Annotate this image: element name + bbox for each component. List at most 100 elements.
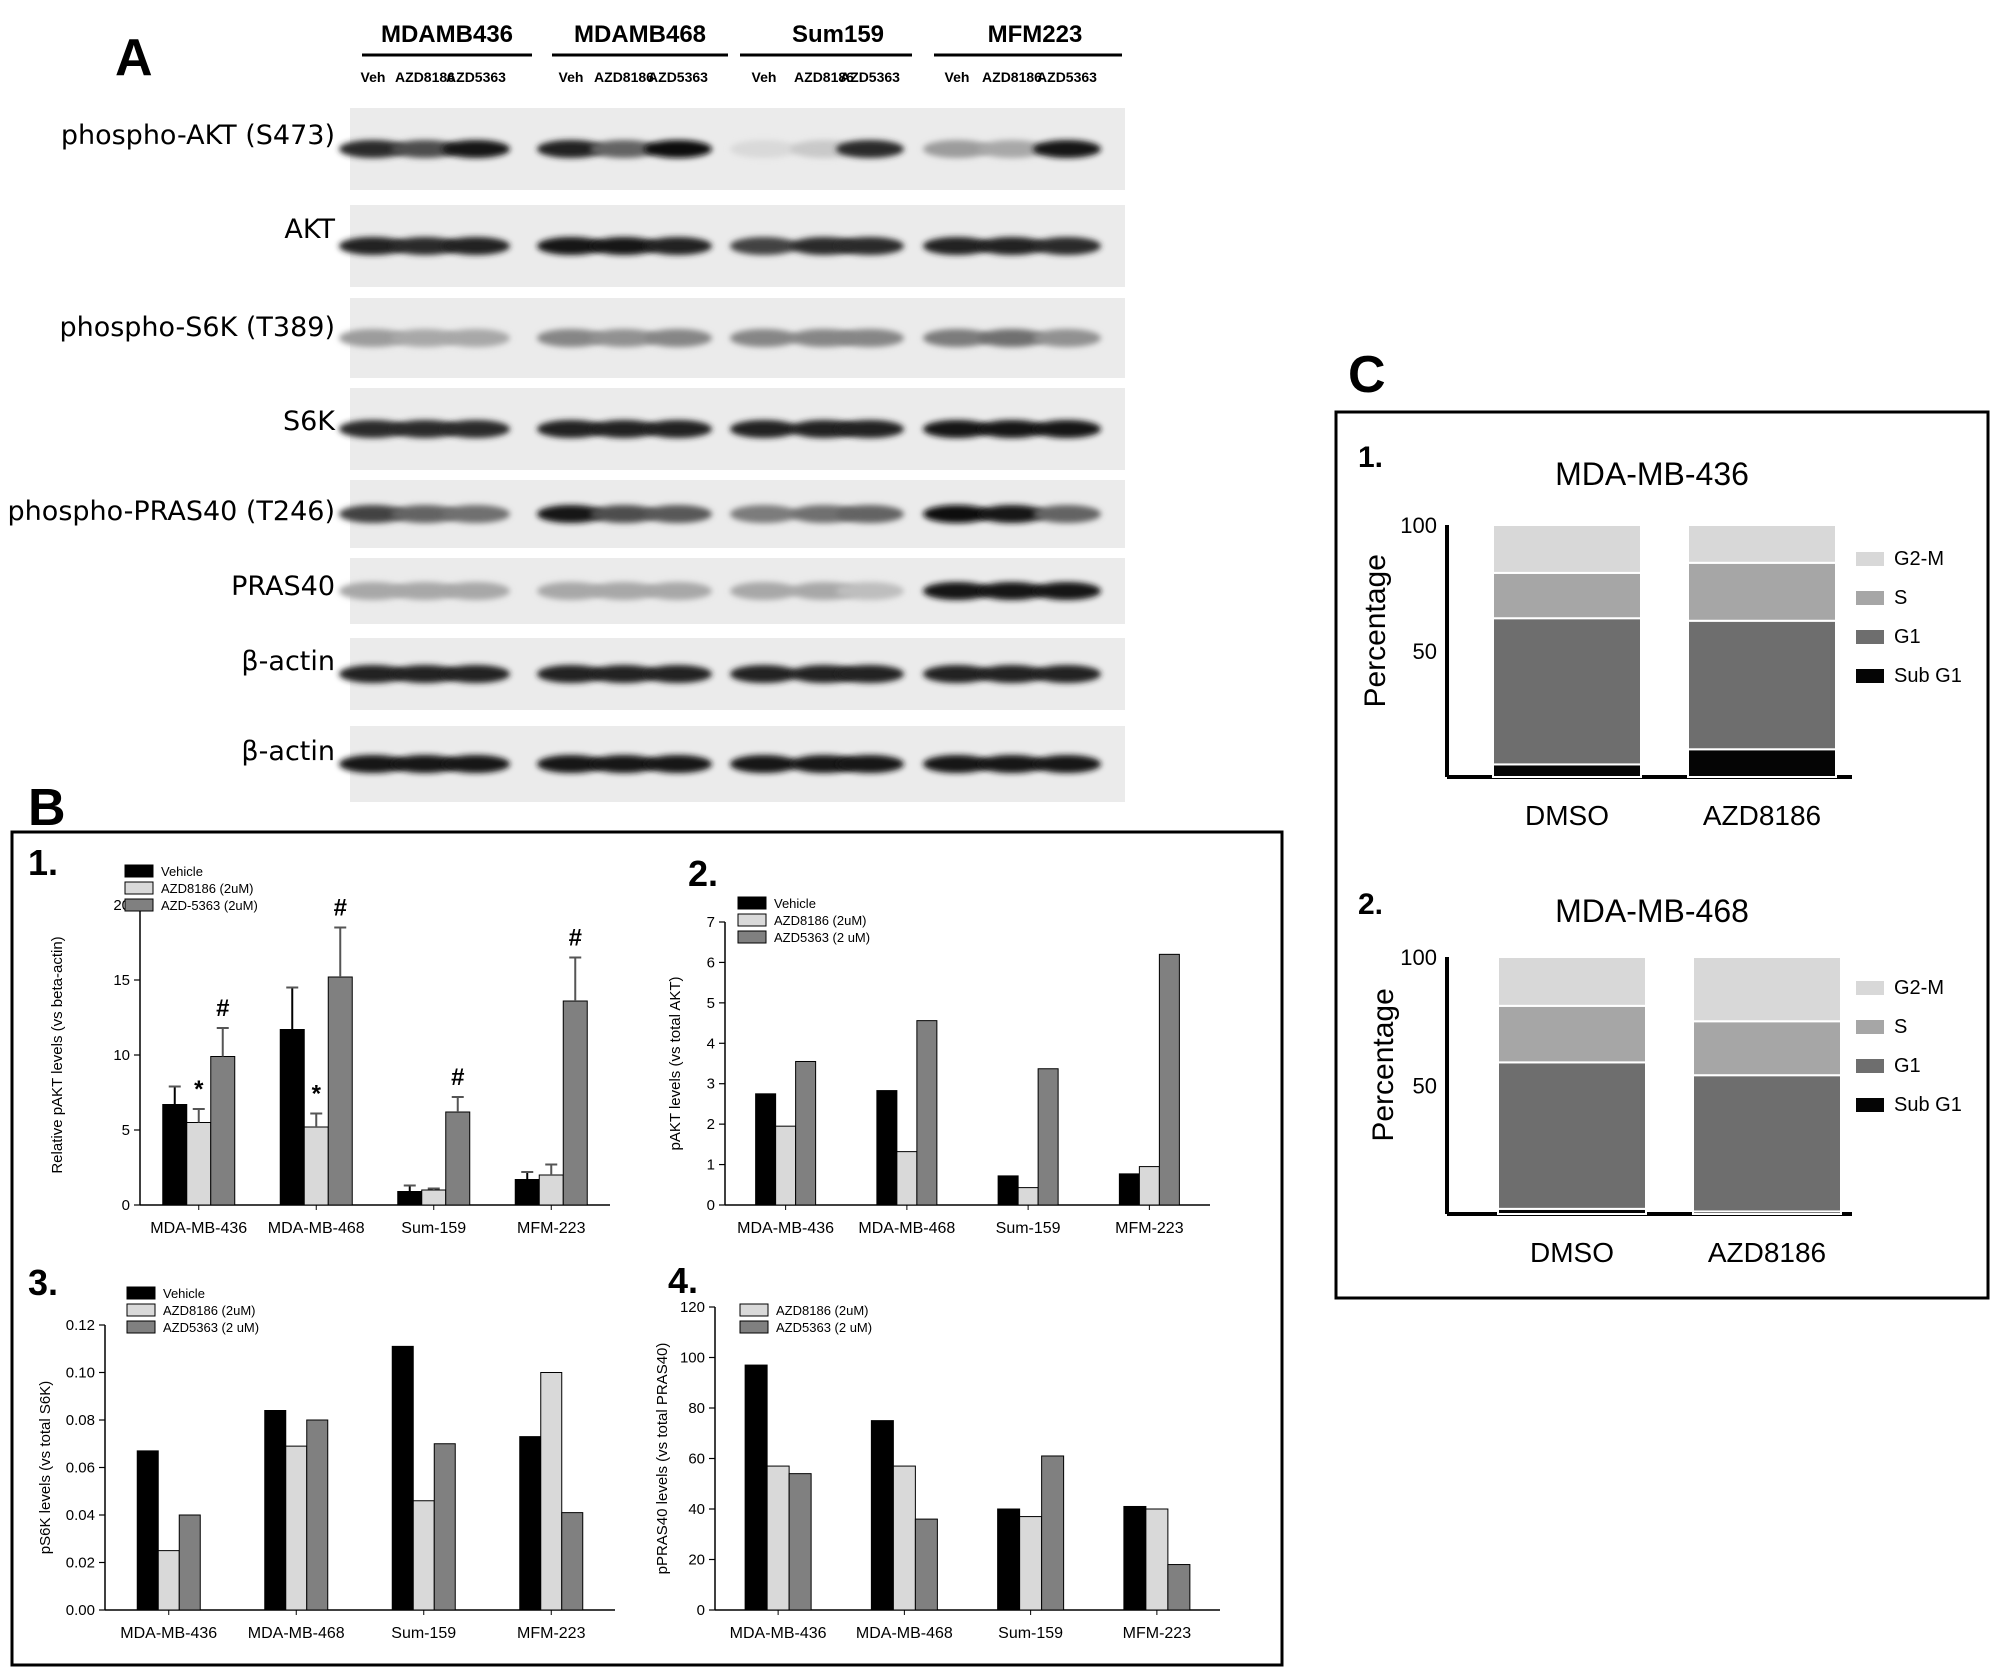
legend-label: AZD8186 (2uM): [161, 881, 253, 896]
blot-band: [442, 237, 510, 255]
blot-band: [644, 505, 712, 523]
y-tick-label: 5: [122, 1122, 130, 1139]
bar-B1-s1-c2: [421, 1189, 447, 1206]
legend-swatch: [1856, 591, 1884, 605]
stack-C1-G2-M-c0: [1492, 524, 1642, 574]
bar-B2-s1-c3: [1138, 1166, 1160, 1206]
stack-C1-SubG1-c0: [1492, 763, 1642, 779]
stack-C2-G2-M-c1: [1692, 956, 1842, 1023]
y-tick-label: 4: [707, 1035, 715, 1052]
bar-B4-s2-c2: [1041, 1455, 1065, 1611]
y-tick-label: 15: [113, 972, 130, 989]
blot-band: [537, 665, 605, 683]
blot-band: [1033, 140, 1101, 158]
bar-B4-s1-c0: [766, 1465, 790, 1611]
x-tick-label: MFM-223: [517, 1220, 586, 1237]
x-tick-label: DMSO: [1525, 800, 1609, 831]
stack-C1-S-c1: [1687, 561, 1837, 622]
legend-swatch: [739, 1320, 769, 1334]
y-tick-label: 7: [707, 914, 715, 931]
blot-band: [644, 755, 712, 773]
lane-label: AZD5363: [648, 69, 708, 85]
legend-swatch: [124, 898, 154, 912]
bar-B3-s0-c2: [391, 1345, 414, 1611]
blot-band: [1033, 665, 1101, 683]
y-tick-label: 0: [122, 1197, 130, 1214]
y-tick-label: 0.00: [66, 1602, 95, 1619]
chart-number: 3.: [28, 1262, 58, 1303]
y-tick-label: 3: [707, 1076, 715, 1093]
bar-B1-s0-c2: [397, 1191, 423, 1206]
blot-label: β-actin: [241, 646, 335, 677]
blot-band: [590, 755, 658, 773]
bar-B2-s1-c1: [896, 1151, 918, 1206]
bar-B3-s2-c1: [306, 1419, 329, 1611]
chart-number: 1.: [1358, 441, 1383, 474]
panel-b-letter: B: [28, 779, 66, 837]
blot-band: [730, 420, 798, 438]
bar-B2-s2-c3: [1158, 953, 1180, 1206]
bar-B3-s1-c3: [540, 1372, 563, 1611]
blot-band: [391, 140, 459, 158]
blot-band: [590, 665, 658, 683]
legend-swatch: [1856, 630, 1884, 644]
bar-B3-s0-c1: [264, 1410, 287, 1611]
legend-label: AZD5363 (2 uM): [163, 1320, 259, 1335]
blot-band: [590, 237, 658, 255]
x-tick-label: Sum-159: [996, 1220, 1061, 1237]
blot-band: [590, 505, 658, 523]
y-axis-label: Relative pAKT levels (vs beta-actin): [49, 936, 66, 1173]
significance-mark: *: [194, 1076, 204, 1103]
bar-B1-s0-c0: [162, 1104, 188, 1206]
bar-B1-s0-c1: [279, 1029, 305, 1206]
blot-band: [836, 505, 904, 523]
legend-label: AZD8186 (2uM): [774, 913, 866, 928]
lane-label: Veh: [559, 69, 584, 85]
blot-band: [644, 329, 712, 347]
blot-band: [442, 140, 510, 158]
y-axis-label: pS6K levels (vs total S6K): [37, 1381, 54, 1554]
blot-band: [339, 329, 407, 347]
chart-number: 1.: [28, 842, 58, 883]
blot-band: [978, 237, 1046, 255]
blot-band: [391, 420, 459, 438]
bar-B3-s2-c2: [433, 1443, 456, 1611]
blot-band: [391, 582, 459, 600]
blot-band: [537, 505, 605, 523]
legend-label: Vehicle: [161, 864, 203, 879]
legend-label: G1: [1894, 626, 1921, 648]
chart-number: 2.: [688, 853, 718, 894]
y-axis-label: pAKT levels (vs total AKT): [667, 977, 684, 1151]
blot-label: phospho-AKT (S473): [61, 120, 335, 151]
chart-number: 4.: [668, 1260, 698, 1301]
blot-label: AKT: [284, 214, 335, 245]
blot-band: [391, 505, 459, 523]
blot-band: [923, 505, 991, 523]
y-tick-label: 20: [688, 1552, 705, 1569]
blot-band: [590, 582, 658, 600]
lane-label: AZD5363: [1037, 69, 1097, 85]
legend-swatch: [126, 1286, 156, 1300]
blot-band: [730, 237, 798, 255]
blot-band: [442, 582, 510, 600]
lane-label: Veh: [945, 69, 970, 85]
blot-band: [391, 665, 459, 683]
bar-B1-s0-c3: [514, 1179, 540, 1206]
blot-band: [644, 582, 712, 600]
stack-C2-S-c1: [1692, 1020, 1842, 1077]
bar-B4-s2-c1: [914, 1518, 938, 1611]
x-tick-label: MDA-MB-436: [730, 1625, 827, 1642]
bar-B4-s0-c3: [1123, 1505, 1147, 1611]
y-tick-label: 40: [688, 1501, 705, 1518]
blot-band: [1033, 237, 1101, 255]
blot-band: [644, 665, 712, 683]
y-tick-label: 60: [688, 1451, 705, 1468]
blot-band: [644, 420, 712, 438]
stack-C2-G1-c0: [1497, 1061, 1647, 1210]
legend-label: AZD8186 (2uM): [163, 1303, 255, 1318]
y-tick-label: 0: [697, 1602, 705, 1619]
chart-title: MDA-MB-436: [1555, 456, 1749, 492]
legend-swatch: [737, 930, 767, 944]
